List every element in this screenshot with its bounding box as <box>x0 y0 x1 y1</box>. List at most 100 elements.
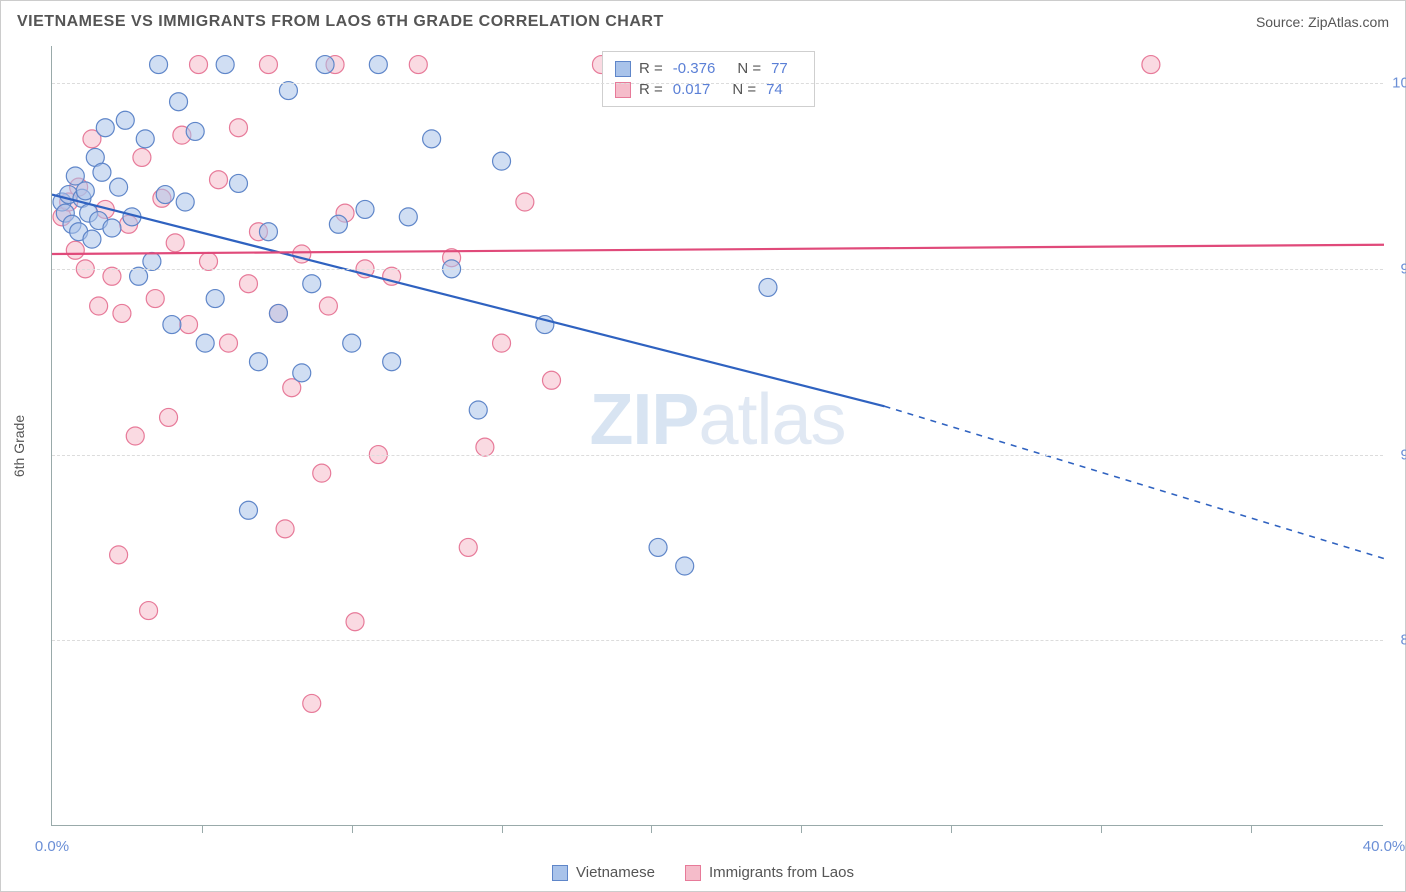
scatter-point <box>399 208 417 226</box>
stats-row-1: R = 0.017 N = 74 <box>615 79 802 100</box>
scatter-point <box>409 56 427 74</box>
scatter-point <box>206 290 224 308</box>
regression-line <box>52 195 885 407</box>
x-tick <box>1101 825 1102 833</box>
legend-label-1: Immigrants from Laos <box>709 864 854 881</box>
scatter-point <box>156 186 174 204</box>
scatter-point <box>186 122 204 140</box>
y-axis-label: 6th Grade <box>11 415 27 477</box>
scatter-point <box>150 56 168 74</box>
gridline-y <box>52 640 1383 641</box>
scatter-point <box>516 193 534 211</box>
scatter-point <box>200 252 218 270</box>
scatter-point <box>130 267 148 285</box>
n-label-0: N = <box>737 60 761 77</box>
scatter-point <box>476 438 494 456</box>
scatter-point <box>469 401 487 419</box>
scatter-point <box>493 334 511 352</box>
scatter-point <box>276 520 294 538</box>
scatter-point <box>103 219 121 237</box>
legend-swatch-0 <box>552 865 568 881</box>
scatter-point <box>229 174 247 192</box>
scatter-point <box>459 538 477 556</box>
scatter-point <box>293 364 311 382</box>
scatter-point <box>76 182 94 200</box>
scatter-point <box>259 56 277 74</box>
x-tick <box>651 825 652 833</box>
y-tick-label: 85.0% <box>1400 632 1406 649</box>
scatter-point <box>136 130 154 148</box>
legend-swatch-1 <box>685 865 701 881</box>
x-tick-label: 0.0% <box>35 838 69 855</box>
x-tick <box>202 825 203 833</box>
chart-container: VIETNAMESE VS IMMIGRANTS FROM LAOS 6TH G… <box>0 0 1406 892</box>
scatter-point <box>423 130 441 148</box>
scatter-point <box>343 334 361 352</box>
scatter-point <box>383 353 401 371</box>
scatter-point <box>1142 56 1160 74</box>
scatter-point <box>126 427 144 445</box>
x-tick <box>502 825 503 833</box>
scatter-point <box>319 297 337 315</box>
scatter-point <box>170 93 188 111</box>
plot-area: ZIPatlas R = -0.376 N = 77 R = 0.017 N =… <box>51 46 1383 826</box>
gridline-y <box>52 83 1383 84</box>
scatter-point <box>346 613 364 631</box>
scatter-point <box>146 290 164 308</box>
scatter-point <box>196 334 214 352</box>
scatter-point <box>493 152 511 170</box>
legend-label-0: Vietnamese <box>576 864 655 881</box>
scatter-point <box>329 215 347 233</box>
scatter-point <box>143 252 161 270</box>
n-value-0: 77 <box>771 60 788 77</box>
scatter-point <box>543 371 561 389</box>
scatter-point <box>649 538 667 556</box>
x-tick <box>1251 825 1252 833</box>
scatter-point <box>369 56 387 74</box>
stats-legend: R = -0.376 N = 77 R = 0.017 N = 74 <box>602 51 815 107</box>
scatter-point <box>303 275 321 293</box>
scatter-point <box>239 275 257 293</box>
scatter-point <box>356 200 374 218</box>
r-label-0: R = <box>639 60 663 77</box>
scatter-point <box>269 304 287 322</box>
scatter-point <box>259 223 277 241</box>
scatter-point <box>83 230 101 248</box>
scatter-point <box>140 602 158 620</box>
x-tick <box>801 825 802 833</box>
y-tick-label: 90.0% <box>1400 446 1406 463</box>
scatter-point <box>229 119 247 137</box>
gridline-y <box>52 269 1383 270</box>
scatter-point <box>279 82 297 100</box>
legend-item-1: Immigrants from Laos <box>685 864 854 881</box>
scatter-point <box>110 178 128 196</box>
scatter-point <box>176 193 194 211</box>
x-tick-label: 40.0% <box>1363 838 1406 855</box>
scatter-point <box>216 56 234 74</box>
scatter-point <box>313 464 331 482</box>
scatter-point <box>96 119 114 137</box>
gridline-y <box>52 455 1383 456</box>
scatter-point <box>103 267 121 285</box>
scatter-point <box>110 546 128 564</box>
stats-row-0: R = -0.376 N = 77 <box>615 58 802 79</box>
title-row: VIETNAMESE VS IMMIGRANTS FROM LAOS 6TH G… <box>17 13 1389 31</box>
scatter-point <box>249 353 267 371</box>
scatter-point <box>219 334 237 352</box>
scatter-point <box>66 241 84 259</box>
chart-title: VIETNAMESE VS IMMIGRANTS FROM LAOS 6TH G… <box>17 13 664 31</box>
source-label: Source: ZipAtlas.com <box>1256 14 1389 30</box>
scatter-point <box>759 278 777 296</box>
r-value-0: -0.376 <box>673 60 716 77</box>
scatter-point <box>113 304 131 322</box>
x-tick <box>951 825 952 833</box>
regression-line-extrapolated <box>885 406 1385 558</box>
scatter-point <box>180 316 198 334</box>
scatter-point <box>163 316 181 334</box>
scatter-point <box>190 56 208 74</box>
y-tick-label: 100.0% <box>1392 75 1406 92</box>
scatter-point <box>133 148 151 166</box>
scatter-point <box>676 557 694 575</box>
legend-item-0: Vietnamese <box>552 864 655 881</box>
scatter-point <box>93 163 111 181</box>
